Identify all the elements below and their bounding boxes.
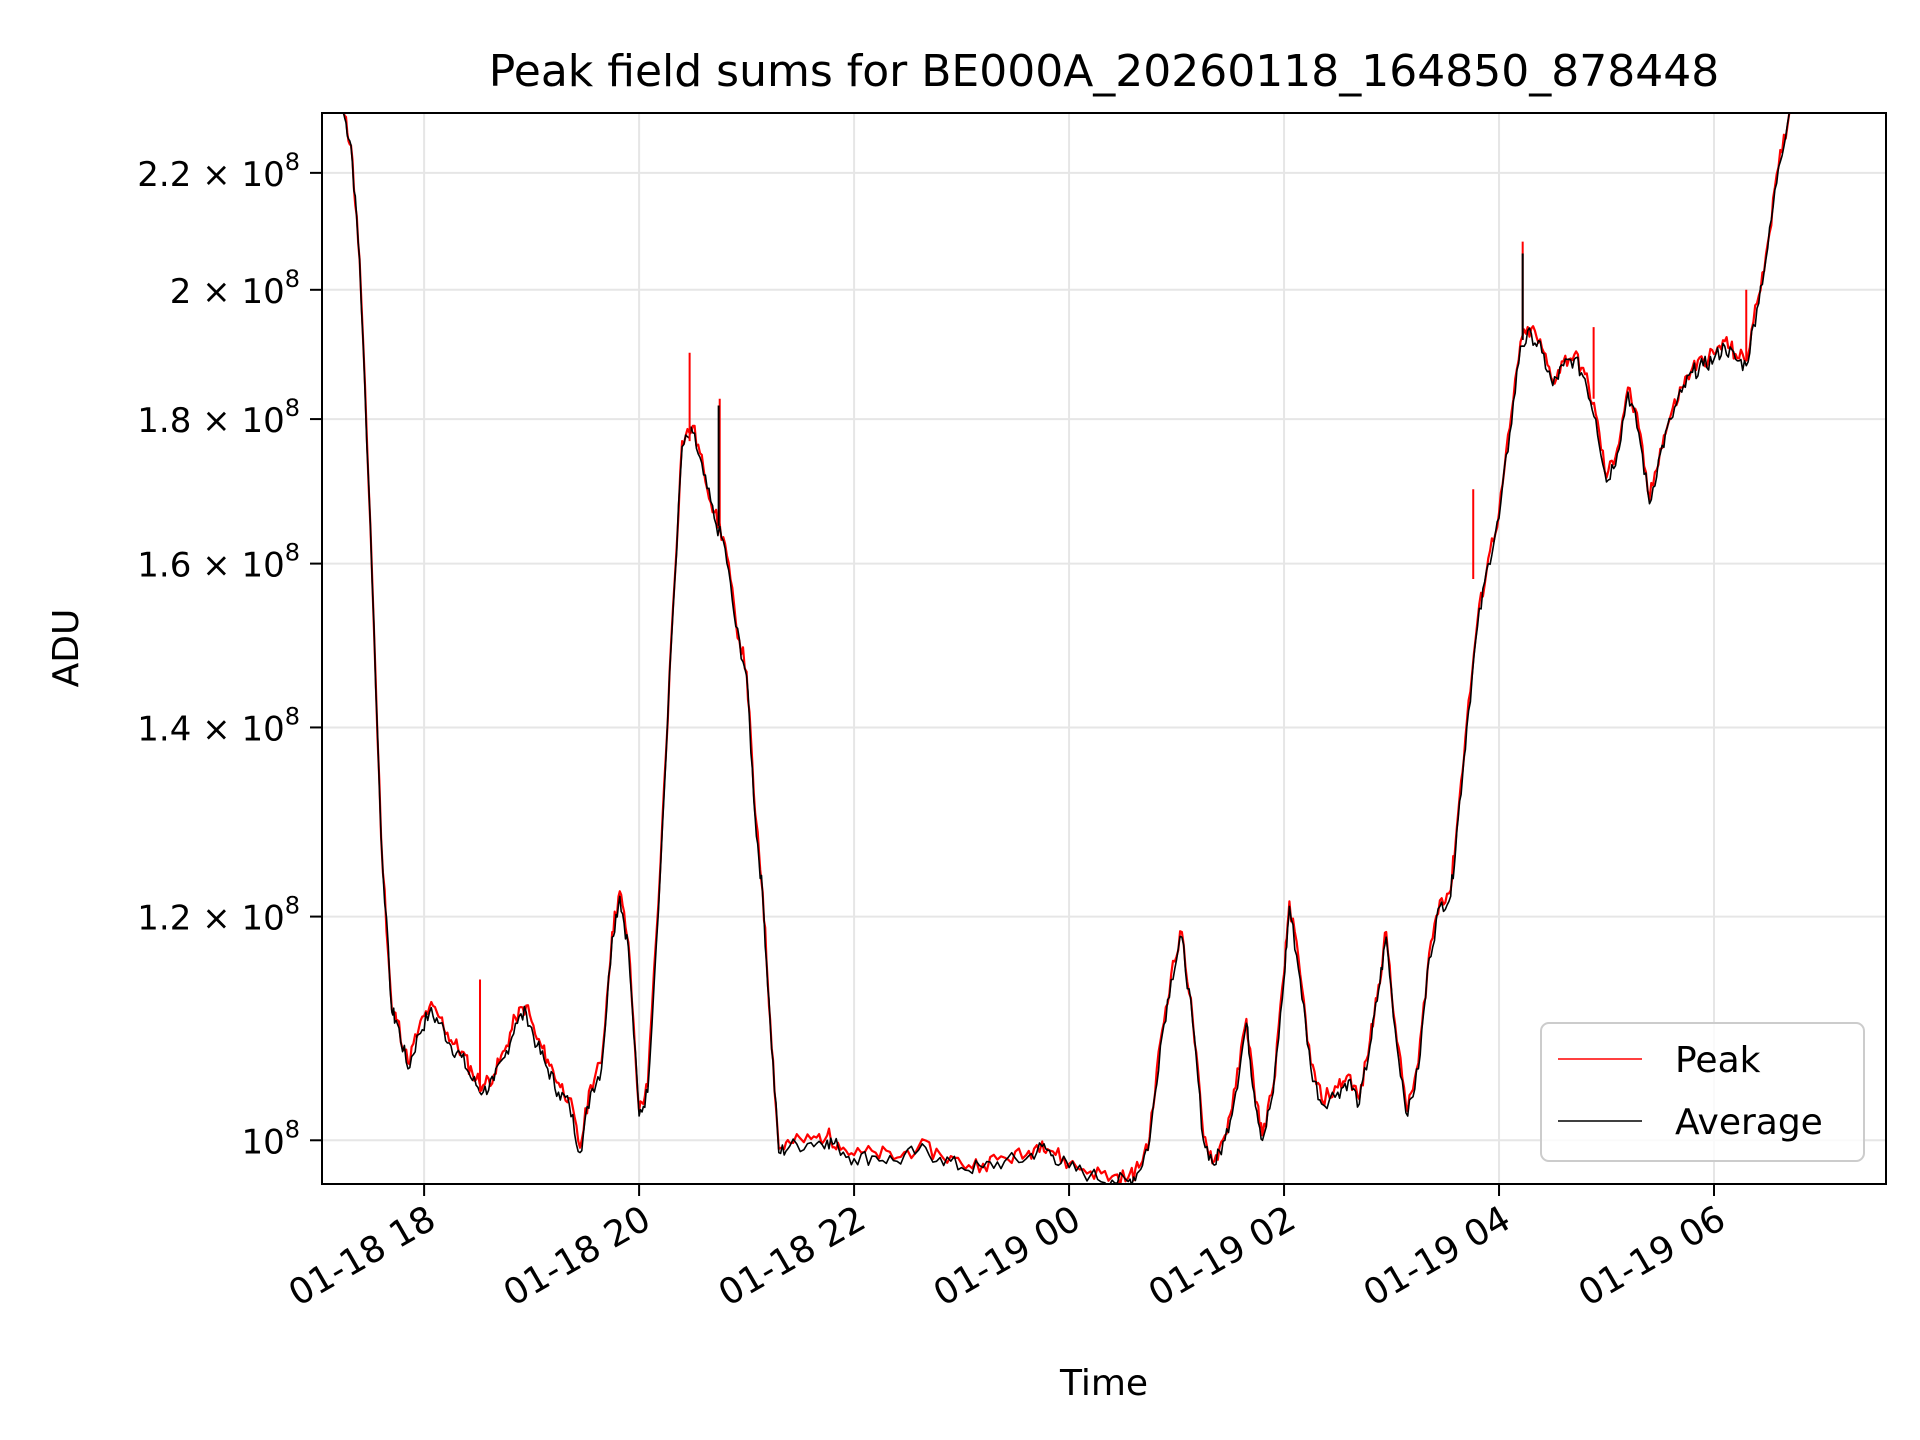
legend-box — [1540, 1022, 1865, 1162]
plot-frame — [321, 112, 1887, 1185]
y-tick-label: 1.6 × 108 — [137, 539, 300, 586]
legend-label-average: Average — [1675, 1102, 1823, 1143]
series-lines — [342, 113, 1791, 1184]
y-tick-label: 2.2 × 108 — [137, 148, 300, 195]
legend: Peak Average — [1540, 1022, 1865, 1162]
y-tick-label: 1.8 × 108 — [137, 394, 300, 441]
x-axis-label: Time — [1059, 1363, 1148, 1404]
y-axis-label: ADU — [46, 609, 87, 688]
y-tick-label: 1.2 × 108 — [137, 892, 300, 939]
series-line-average — [342, 113, 1791, 1184]
y-tick-label: 2 × 108 — [170, 265, 300, 312]
y-tick-label: 1.4 × 108 — [137, 702, 300, 749]
chart-title: Peak field sums for BE000A_20260118_1648… — [489, 46, 1719, 97]
plot-data-area — [342, 113, 1791, 1184]
legend-label-peak: Peak — [1675, 1040, 1761, 1081]
y-tick-label: 108 — [241, 1115, 300, 1162]
